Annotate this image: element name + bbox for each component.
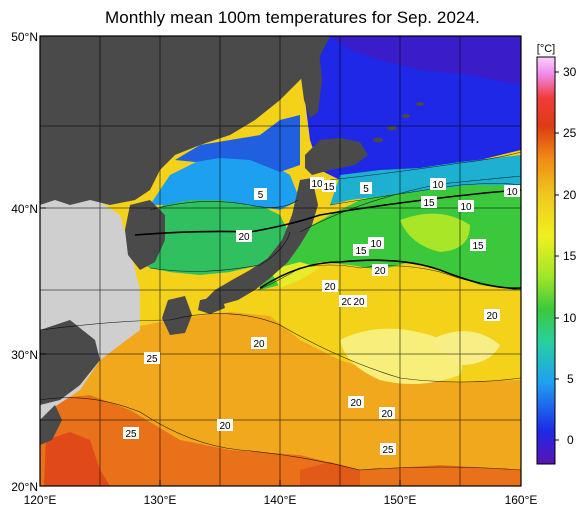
lon-label: 140°E [264, 493, 297, 507]
longitude-axis: 120°E 130°E 140°E 150°E 160°E [24, 493, 538, 507]
colorbar-unit: [°C] [537, 43, 555, 55]
contour-label: 10 [430, 178, 446, 191]
contour-label: 15 [421, 196, 437, 209]
colorbar-tick: 25 [563, 126, 577, 140]
contour-label: 15 [353, 244, 369, 257]
contour-label: 5 [363, 184, 369, 195]
green-zone [260, 175, 521, 290]
contour-label: 20 [379, 407, 395, 420]
colorbar-scale [536, 56, 556, 465]
contour-label: 10 [368, 237, 384, 250]
lon-label: 130°E [144, 493, 177, 507]
lat-label: 20°N [11, 480, 38, 494]
contour-label: 10 [504, 185, 520, 198]
contour-label: 25 [146, 354, 158, 365]
contour-label: 10 [432, 180, 444, 191]
map-title: Monthly mean 100m temperatures for Sep. … [105, 8, 480, 27]
colorbar-tick: 15 [563, 249, 577, 263]
contour-label: 20 [324, 282, 336, 293]
contour-label: 20 [374, 266, 386, 277]
colorbar-tick: 30 [563, 65, 577, 79]
contour-label: 20 [236, 230, 252, 243]
land-honshu [205, 178, 318, 305]
contour-label: 20 [353, 297, 365, 308]
contour-label: 25 [123, 427, 139, 440]
contour-label: 20 [372, 264, 388, 277]
contour-label: 25 [144, 352, 160, 365]
pale-patch-east [340, 328, 462, 384]
axis-ticks [39, 35, 522, 487]
graticule [40, 36, 521, 486]
map-field: 5 10 15 5 10 15 10 10 15 15 10 20 20 20 … [40, 36, 521, 486]
contour-label: 20 [484, 309, 500, 322]
contour-label: 25 [380, 443, 396, 456]
land-taiwan [40, 405, 62, 445]
latitude-axis: 50°N 40°N 30°N 20°N [11, 30, 38, 494]
contour-label: 15 [423, 198, 435, 209]
contour-label: 10 [458, 200, 474, 213]
subarctic-front [330, 155, 521, 205]
contour-label: 20 [322, 280, 338, 293]
colorbar: [°C] 30 25 20 15 10 5 0 [536, 43, 577, 465]
lime-patch [400, 213, 470, 252]
land-china-coast [40, 320, 100, 405]
hot-spot-southwest [44, 432, 110, 486]
contour-label: 15 [322, 180, 336, 193]
front-lines [134, 189, 521, 289]
contour-label: 20 [351, 295, 367, 308]
lon-label: 150°E [384, 493, 417, 507]
land-shikoku [198, 296, 225, 314]
contour-label: 5 [360, 182, 372, 195]
contour-label: 20 [348, 396, 364, 409]
contour-label: 5 [254, 188, 267, 201]
pale-patch-far-east [430, 331, 500, 365]
contour-label: 20 [350, 398, 362, 409]
coldest-patch [330, 36, 521, 85]
lat-label: 40°N [11, 202, 38, 216]
contour-label: 10 [310, 177, 324, 190]
land-hokkaido [305, 138, 368, 175]
land-kyushu [162, 296, 192, 335]
land-kuril-islands [373, 102, 424, 143]
contour-label: 15 [323, 182, 335, 193]
contour-label: 25 [382, 445, 394, 456]
sea-of-japan-north [175, 115, 300, 172]
lat-label: 50°N [11, 30, 38, 44]
contour-label: 20 [217, 419, 233, 432]
colorbar-tick: 0 [567, 433, 574, 447]
colorbar-tick: 20 [563, 188, 577, 202]
contour-label: 10 [506, 187, 518, 198]
hot-spot-south [300, 462, 360, 486]
contour-label: 20 [381, 409, 393, 420]
contour-label: 15 [355, 246, 367, 257]
yellow-edge-patch [270, 262, 320, 288]
contour-label: 10 [460, 202, 472, 213]
sea-of-japan-south [135, 192, 290, 275]
land-asia [40, 36, 330, 205]
contour-label: 20 [219, 421, 231, 432]
contour-label: 20 [238, 232, 250, 243]
contour-label: 20 [486, 311, 498, 322]
lat-label: 30°N [11, 348, 38, 362]
contour-label: 20 [251, 337, 267, 350]
colorbar-tick: 5 [567, 372, 574, 386]
contour-label: 10 [311, 179, 323, 190]
lon-label: 120°E [24, 493, 57, 507]
contour-label: 10 [370, 239, 382, 250]
contour-label: 20 [253, 339, 265, 350]
contour-labels: 5 10 15 5 10 15 10 10 15 15 10 20 20 20 … [123, 177, 520, 456]
contour-label: 25 [125, 429, 137, 440]
contour-label: 15 [472, 241, 484, 252]
lon-label: 160°E [505, 493, 538, 507]
contour-label: 20 [341, 297, 353, 308]
contour-label: 5 [258, 190, 264, 201]
land-sakhalin [300, 40, 322, 118]
colorbar-tick: 10 [563, 311, 577, 325]
contour-label: 15 [470, 239, 486, 252]
